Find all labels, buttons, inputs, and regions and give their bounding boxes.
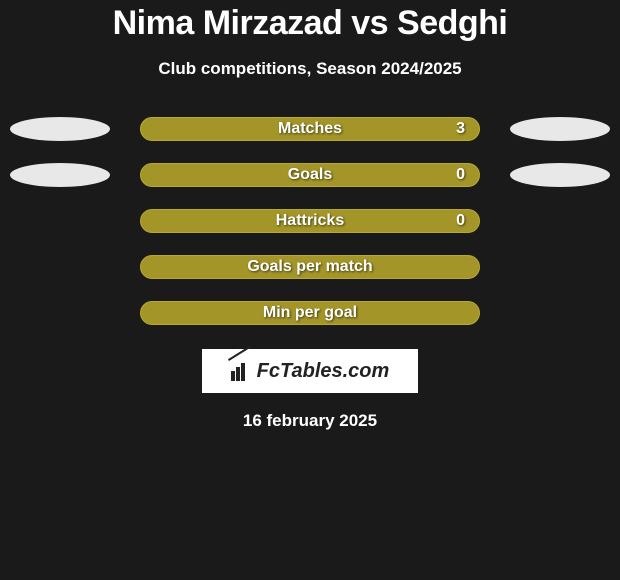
stat-value: 3 xyxy=(456,120,465,138)
stat-row-hattricks: Hattricks 0 xyxy=(0,209,620,233)
stat-label: Goals xyxy=(141,166,479,184)
oval-right xyxy=(510,163,610,187)
stat-row-min-per-goal: Min per goal xyxy=(0,301,620,325)
stat-bar: Min per goal xyxy=(140,301,480,325)
stat-row-matches: Matches 3 xyxy=(0,117,620,141)
main-container: Nima Mirzazad vs Sedghi Club competition… xyxy=(0,0,620,431)
stat-bar: Matches 3 xyxy=(140,117,480,141)
stat-value: 0 xyxy=(456,166,465,184)
stat-label: Matches xyxy=(141,120,479,138)
page-title: Nima Mirzazad vs Sedghi xyxy=(113,4,508,43)
subtitle: Club competitions, Season 2024/2025 xyxy=(158,59,461,79)
stat-bar: Goals 0 xyxy=(140,163,480,187)
stats-section: Matches 3 Goals 0 Hattricks 0 Goals per … xyxy=(0,117,620,347)
date-text: 16 february 2025 xyxy=(243,411,377,431)
logo-content: FcTables.com xyxy=(231,360,390,383)
stat-label: Min per goal xyxy=(141,304,479,322)
stat-row-goals-per-match: Goals per match xyxy=(0,255,620,279)
stat-row-goals: Goals 0 xyxy=(0,163,620,187)
stat-label: Goals per match xyxy=(141,258,479,276)
oval-left xyxy=(10,117,110,141)
stat-bar: Hattricks 0 xyxy=(140,209,480,233)
bar-chart-icon xyxy=(231,361,255,381)
oval-right xyxy=(510,117,610,141)
stat-value: 0 xyxy=(456,212,465,230)
logo-box[interactable]: FcTables.com xyxy=(202,349,418,393)
logo-text: FcTables.com xyxy=(257,360,390,383)
stat-label: Hattricks xyxy=(141,212,479,230)
stat-bar: Goals per match xyxy=(140,255,480,279)
oval-left xyxy=(10,163,110,187)
